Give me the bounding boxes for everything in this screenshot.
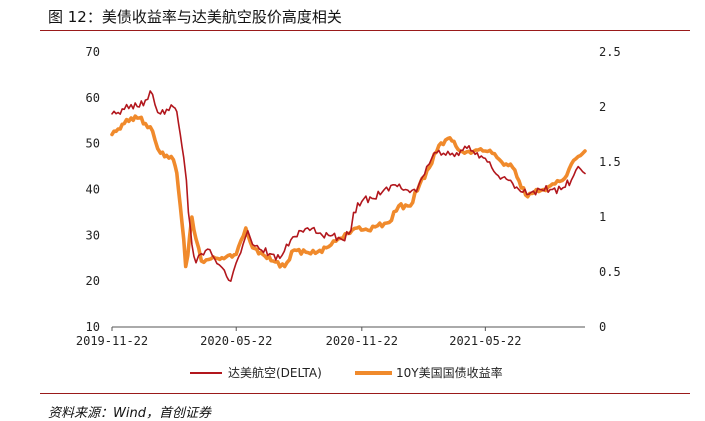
line-chart: 10 20 30 40 50 60 70 0 0.5 1 1.5 2 2.5 2019-11-22 2020… bbox=[76, 45, 621, 380]
x-tick-label: 2020-05-22 bbox=[200, 334, 272, 348]
figure-title: 图 12：美债收益率与达美航空股价高度相关 bbox=[48, 8, 342, 26]
y-left-tick-label: 40 bbox=[86, 183, 100, 197]
y-left-tick-label: 70 bbox=[86, 45, 100, 59]
source-note: 资料来源：Wind，首创证券 bbox=[48, 406, 211, 421]
y-right-tick-label: 0.5 bbox=[599, 265, 621, 279]
bottom-rule bbox=[40, 393, 690, 394]
top-rule bbox=[40, 30, 690, 31]
y-left-tick-label: 30 bbox=[86, 228, 100, 242]
x-tick-label: 2020-11-22 bbox=[326, 334, 398, 348]
series-line-treasury bbox=[110, 114, 587, 269]
y-left-tick-label: 10 bbox=[86, 320, 100, 334]
y-right-tick-label: 2 bbox=[599, 100, 606, 114]
y-right-tick-label: 2.5 bbox=[599, 45, 621, 59]
chart-legend: 达美航空(DELTA) 10Y美国国债收益率 bbox=[190, 365, 503, 380]
y-left-tick-label: 60 bbox=[86, 91, 100, 105]
x-tick-label: 2019-11-22 bbox=[76, 334, 148, 348]
x-tick-label: 2021-05-22 bbox=[449, 334, 521, 348]
series-layer bbox=[110, 90, 587, 282]
y-left-tick-label: 50 bbox=[86, 137, 100, 151]
y-right-tick-label: 1 bbox=[599, 210, 606, 224]
series-line-delta bbox=[111, 90, 586, 282]
chart-axes: 10 20 30 40 50 60 70 0 0.5 1 1.5 2 2.5 2019-11-22 2020… bbox=[76, 45, 621, 348]
legend-label-delta: 达美航空(DELTA) bbox=[228, 365, 322, 380]
legend-label-treasury: 10Y美国国债收益率 bbox=[396, 365, 503, 380]
y-right-tick-label: 1.5 bbox=[599, 155, 621, 169]
y-right-tick-label: 0 bbox=[599, 320, 606, 334]
y-left-tick-label: 20 bbox=[86, 274, 100, 288]
